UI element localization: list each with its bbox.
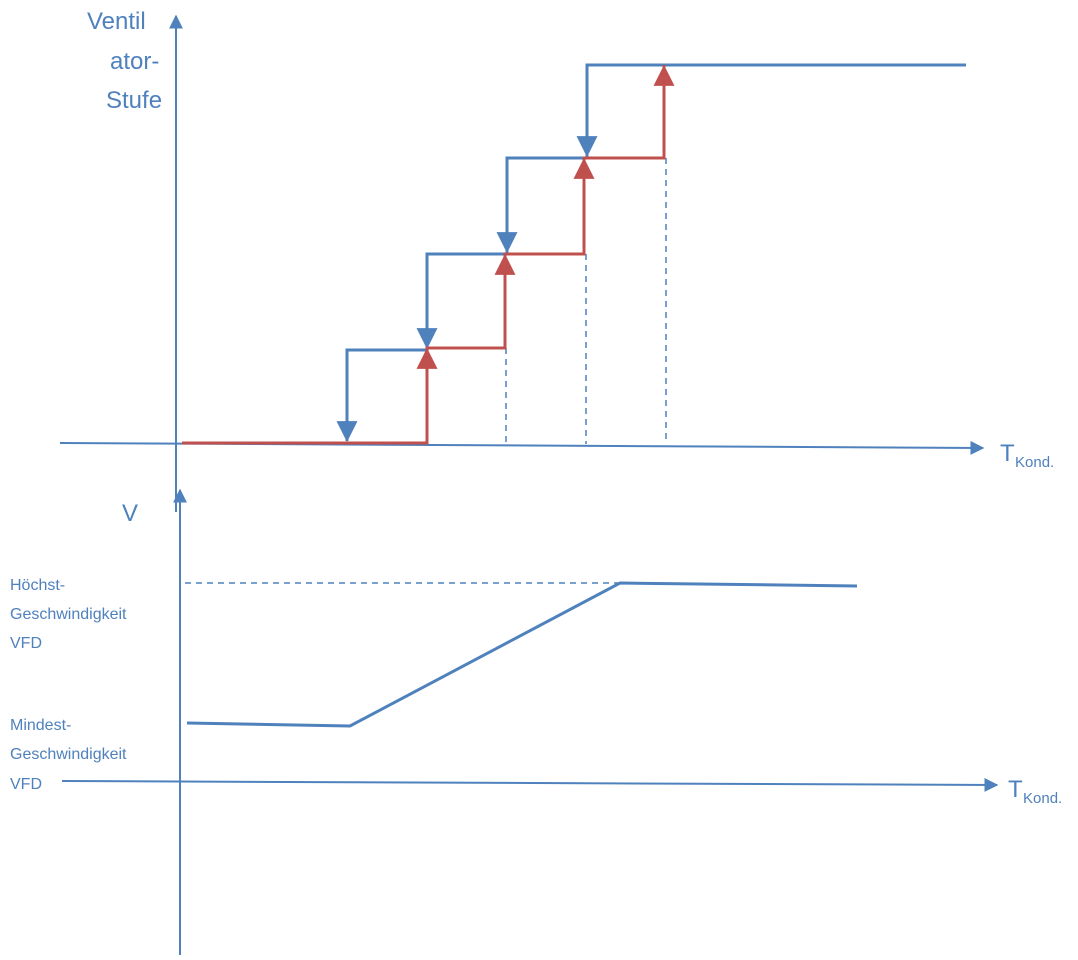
stage-off-line [345, 63, 966, 441]
top-y-axis-label-line-3: Stufe [106, 87, 162, 114]
bottom-diagram: V Höchst- Geschwindigkeit VFD Mindest- G… [10, 488, 1062, 955]
top-y-axis-label-line-2: ator- [110, 48, 159, 75]
stage-on-path [182, 64, 675, 445]
top-x-axis-label-subscript: Kond. [1015, 454, 1054, 471]
stage-off-path [336, 63, 966, 443]
top-x-axis-label: T [1000, 440, 1015, 467]
max-speed-label-line-2: Geschwindigkeit [10, 606, 127, 623]
top-diagram: Ventil ator- Stufe T Kond. [59, 8, 1054, 512]
bottom-x-axis-label: T [1008, 776, 1023, 803]
top-y-axis-label-line-1: Ventil [87, 8, 146, 35]
max-speed-label-line-1: Höchst- [10, 577, 65, 594]
bottom-x-axis-label-subscript: Kond. [1023, 790, 1062, 807]
stage-threshold-guides [505, 158, 667, 444]
stage-on-line [182, 65, 666, 445]
vfd-speed-line [186, 581, 858, 728]
min-speed-label-line-3: VFD [10, 776, 42, 793]
bottom-x-axis [61, 777, 999, 792]
min-speed-label-line-2: Geschwindigkeit [10, 746, 127, 763]
max-speed-label-line-3: VFD [10, 635, 42, 652]
min-speed-label-line-1: Mindest- [10, 717, 71, 734]
bottom-y-axis-label: V [122, 500, 138, 527]
